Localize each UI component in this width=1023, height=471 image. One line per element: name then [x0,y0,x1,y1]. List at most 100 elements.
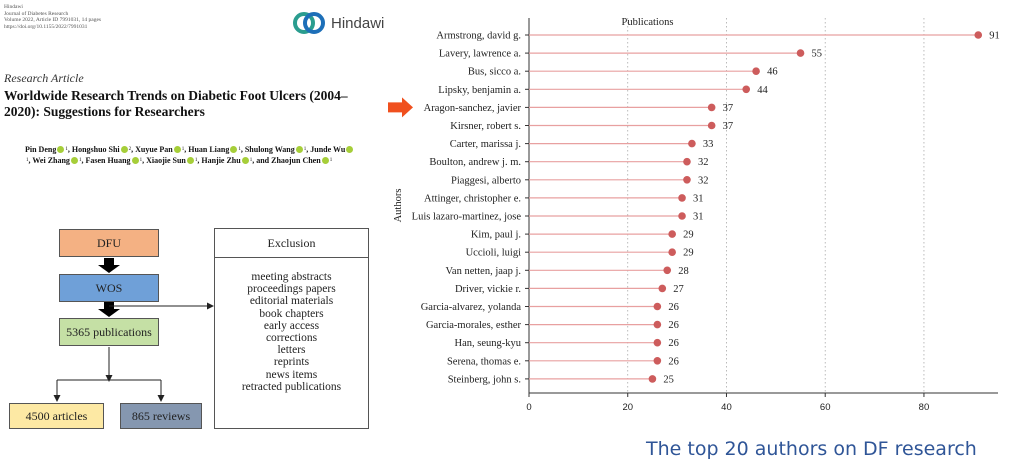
author-label: Bus, sicco a. [468,67,521,78]
arrow-head-icon [53,395,61,402]
affiliation-number: 1 [329,158,333,163]
author-name: and Zhaojun Chen 1 [256,156,332,165]
author-name-text: Hongshuo Shi [71,145,120,154]
author-name-text: Fasen Huang [85,156,131,165]
author-label: Lavery, lawrence a. [439,49,521,60]
author-label: Carter, marissa j. [450,139,521,150]
affiliation-number: 1 [65,147,68,152]
journal-info: Hindawi Journal of Diabetes Research Vol… [4,4,101,30]
orcid-icon[interactable] [186,157,194,164]
affiliation-number: 1 [303,147,307,152]
lollipop-dot [974,31,983,39]
orcid-icon[interactable] [321,157,329,164]
orcid-icon[interactable] [173,146,181,153]
exclusion-title: Exclusion [215,229,368,258]
orcid-icon[interactable] [230,146,238,153]
wos-box: WOS [59,274,159,302]
lollipop-dot [653,320,662,329]
exclusion-item: letters [277,344,306,357]
author-label: Armstrong, david g. [436,31,521,42]
highlight-arrow-icon [388,97,413,118]
value-label: 31 [693,193,704,204]
lollipop-dot [663,266,672,275]
lollipop-dot [688,139,696,148]
arrow-head-icon [207,302,214,310]
orcid-icon[interactable] [70,157,78,164]
article-type: Research Article [4,71,84,85]
chart-title: Publications [622,17,674,28]
orcid-icon[interactable] [131,157,139,164]
value-label: 26 [668,356,679,367]
author-name-text: Hanjie Zhu [201,156,241,165]
x-tick-label: 20 [622,402,633,413]
author-label: Steinberg, john s. [448,374,521,385]
value-label: 27 [673,284,684,295]
value-label: 55 [812,49,823,60]
lollipop-dot [653,357,662,365]
author-label: Kirsner, robert s. [450,121,521,132]
exclusion-item: reprints [273,356,310,369]
exclusion-list: meeting abstracts proceedings papers edito… [215,258,368,393]
value-label: 29 [683,248,694,259]
lollipop-dot [742,85,751,94]
arrow-head-icon [105,375,113,382]
exclusion-item: book chapters [259,307,324,320]
value-label: 46 [767,67,778,78]
lollipop-dot [648,375,657,383]
orcid-icon[interactable] [241,157,249,164]
orcid-icon[interactable] [295,146,303,153]
affiliation-number: 1 [26,158,29,163]
author-label: Kim, paul j. [471,230,521,241]
exclusion-item: early access [263,319,320,332]
author-name: Fasen Huang 1 [85,156,142,165]
author-label: Serena, thomas e. [447,356,521,367]
arrow-head-icon [157,395,165,402]
author-label: Uccioli, luigi [466,248,521,259]
journal-line: Hindawi [4,4,23,10]
reviews-box: 865 reviews [120,403,202,429]
affiliation-number: 1 [139,158,143,163]
y-axis-label: Authors [393,189,404,223]
lollipop-dot [668,230,676,238]
author-name-text: Huan Liang [188,145,230,154]
author-name: Xiaojie Sun 1 [146,156,197,165]
hindawi-logo-icon [293,12,325,34]
lollipop-chart: Publications Authors 0 20 40 60 80 Armstrong, d… [388,17,1000,413]
exclusion-item: retracted publications [241,380,342,393]
lollipop-dot [678,212,686,220]
value-label: 29 [683,230,694,241]
exclusion-item: proceedings papers [247,283,336,296]
lollipop-dot [653,302,662,311]
author-label: Boulton, andrew j. m. [429,157,521,168]
author-name: Pin Deng 1 [25,145,68,154]
value-label: 37 [723,121,734,132]
orcid-icon[interactable] [346,146,354,153]
lollipop-dot [668,248,676,256]
author-label: Luis lazaro-martinez, jose [412,212,522,223]
lollipop-dot [707,103,716,112]
value-label: 91 [989,31,1000,42]
lollipop-dot [707,121,716,130]
value-label: 26 [668,320,679,331]
exclusion-item: corrections [265,332,318,345]
author-label: Attinger, christopher e. [424,193,521,204]
slide-caption: The top 20 authors on DF research [646,438,977,460]
orcid-icon[interactable] [57,146,65,153]
x-tick-label: 40 [721,402,732,413]
author-label: Piaggesi, alberto [451,175,521,186]
author-name-text: Xiaojie Sun [146,156,186,165]
lollipop-dot [678,194,686,202]
author-label: Aragon-sanchez, javier [424,103,522,114]
author-name: Huan Liang 1 [188,145,241,154]
author-name-text: Pin Deng [25,145,57,154]
orcid-icon[interactable] [120,146,128,153]
affiliation-number: 1 [249,158,253,163]
author-label: Lipsky, benjamin a. [438,85,521,96]
lollipop-dot [796,49,805,57]
author-name: Hanjie Zhu 1 [201,156,252,165]
x-tick-label: 60 [820,402,831,413]
x-tick-label: 0 [526,402,531,413]
affiliation-number: 1 [78,158,82,163]
articles-box: 4500 articles [9,403,104,429]
author-label: Han, seung-kyu [455,338,522,349]
